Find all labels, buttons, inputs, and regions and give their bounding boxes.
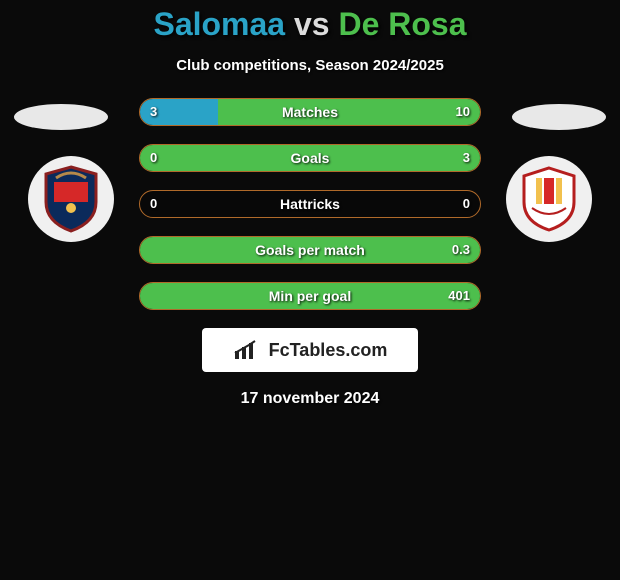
- stat-row: 401Min per goal: [139, 282, 481, 310]
- stat-label: Matches: [140, 99, 480, 125]
- stat-row: 0.3Goals per match: [139, 236, 481, 264]
- vs-label: vs: [294, 6, 330, 42]
- fctables-logo[interactable]: FcTables.com: [202, 328, 418, 372]
- player2-club-badge: [506, 156, 592, 242]
- stat-label: Min per goal: [140, 283, 480, 309]
- stat-row: 03Goals: [139, 144, 481, 172]
- player1-oval: [14, 104, 108, 130]
- content-area: 310Matches 03Goals 00Hattricks 0.3Goals per…: [0, 98, 620, 408]
- bar-chart-icon: [233, 339, 263, 361]
- stat-label: Goals per match: [140, 237, 480, 263]
- player2-oval: [512, 104, 606, 130]
- stat-label: Hattricks: [140, 191, 480, 217]
- stat-label: Goals: [140, 145, 480, 171]
- player1-name: Salomaa: [153, 6, 285, 42]
- page-title: Salomaa vs De Rosa: [0, 0, 620, 43]
- player2-name: De Rosa: [338, 6, 466, 42]
- subtitle: Club competitions, Season 2024/2025: [0, 57, 620, 74]
- casertana-crest-icon: [36, 164, 106, 234]
- player1-club-badge: [28, 156, 114, 242]
- stat-row: 310Matches: [139, 98, 481, 126]
- stats-bars: 310Matches 03Goals 00Hattricks 0.3Goals per…: [139, 98, 481, 310]
- stat-row: 00Hattricks: [139, 190, 481, 218]
- date-label: 17 november 2024: [0, 390, 620, 408]
- messina-crest-icon: [514, 164, 584, 234]
- fctables-logo-text: FcTables.com: [269, 340, 388, 361]
